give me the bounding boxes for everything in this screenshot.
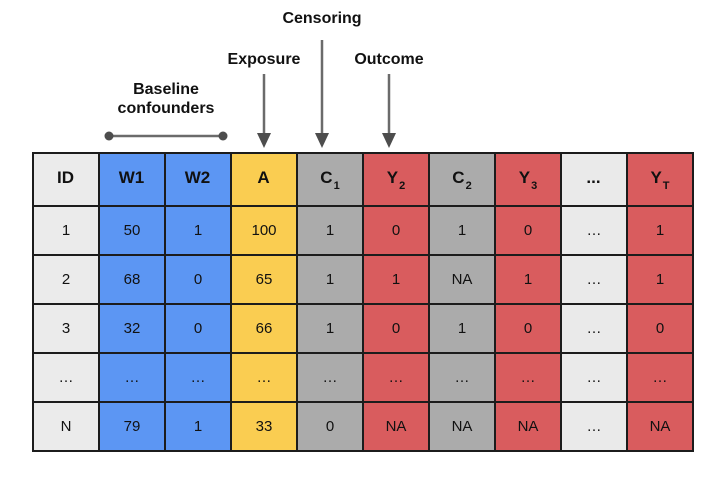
cell: 1: [296, 303, 364, 354]
cell: 1: [164, 205, 232, 256]
cell: 1: [626, 254, 694, 305]
cell: …: [560, 401, 628, 452]
col-header-label: C: [320, 167, 333, 187]
cell: 0: [362, 303, 430, 354]
cell: 0: [362, 205, 430, 256]
cell: …: [230, 352, 298, 403]
col-header-label: Y: [518, 167, 531, 187]
cell: 0: [494, 205, 562, 256]
col-header-label: W1: [118, 167, 145, 187]
cell: 100: [230, 205, 298, 256]
cell: NA: [362, 401, 430, 452]
outcome-arrow: [382, 74, 396, 148]
cell: 66: [230, 303, 298, 354]
cell: NA: [626, 401, 694, 452]
col-header-label: ...: [586, 167, 601, 187]
cell: …: [428, 352, 496, 403]
col-header-label: W2: [184, 167, 211, 187]
exposure-arrow: [257, 74, 271, 148]
cell: NA: [428, 401, 496, 452]
table-row: … … … … … … … … … …: [32, 352, 694, 403]
col-header-c1: C1: [296, 152, 364, 207]
cell: 1: [32, 205, 100, 256]
cell: …: [560, 254, 628, 305]
cell: …: [32, 352, 100, 403]
cell: …: [560, 303, 628, 354]
cell: 0: [626, 303, 694, 354]
cell: 1: [428, 303, 496, 354]
cell: 3: [32, 303, 100, 354]
cell: 1: [296, 205, 364, 256]
cell: 65: [230, 254, 298, 305]
col-header-subscript: 2: [399, 179, 406, 192]
col-header-w2: W2: [164, 152, 232, 207]
cell: 1: [164, 401, 232, 452]
baseline-bracket-line: [104, 131, 228, 141]
col-header-subscript: T: [662, 179, 670, 192]
table-row: 2 68 0 65 1 1 NA 1 … 1: [32, 254, 694, 305]
col-header-c2: C2: [428, 152, 496, 207]
cell: …: [560, 205, 628, 256]
cell: 79: [98, 401, 166, 452]
table-row: N 79 1 33 0 NA NA NA … NA: [32, 401, 694, 452]
cell: 50: [98, 205, 166, 256]
cell: 2: [32, 254, 100, 305]
cell: 0: [164, 254, 232, 305]
cell: 32: [98, 303, 166, 354]
outcome-label: Outcome: [354, 51, 424, 68]
cell: 0: [296, 401, 364, 452]
cell: …: [164, 352, 232, 403]
cell: …: [362, 352, 430, 403]
cell: NA: [428, 254, 496, 305]
col-header-yt: YT: [626, 152, 694, 207]
exposure-label: Exposure: [227, 51, 301, 68]
cell: …: [494, 352, 562, 403]
censoring-arrow: [315, 40, 329, 148]
col-header-subscript: 1: [333, 179, 340, 192]
col-header-w1: W1: [98, 152, 166, 207]
col-header-label: A: [257, 167, 270, 187]
header-row: ID W1 W2 A C1 Y2 C2 Y3 ... YT: [32, 152, 694, 207]
col-header-label: C: [452, 167, 465, 187]
col-header-subscript: 2: [465, 179, 472, 192]
longitudinal-data-table: ID W1 W2 A C1 Y2 C2 Y3 ... YT 1 50 1 100…: [32, 152, 694, 452]
cell: 1: [626, 205, 694, 256]
cell: 0: [164, 303, 232, 354]
cell: NA: [494, 401, 562, 452]
table-row: 1 50 1 100 1 0 1 0 … 1: [32, 205, 694, 256]
baseline-confounders-label: Baseline confounders: [117, 81, 215, 117]
col-header-label: Y: [386, 167, 399, 187]
cell: 1: [296, 254, 364, 305]
cell: 1: [428, 205, 496, 256]
cell: 33: [230, 401, 298, 452]
cell: …: [98, 352, 166, 403]
col-header-subscript: 3: [531, 179, 538, 192]
col-header-id: ID: [32, 152, 100, 207]
cell: …: [560, 352, 628, 403]
col-header-ellipsis: ...: [560, 152, 628, 207]
cell: 1: [494, 254, 562, 305]
cell: 68: [98, 254, 166, 305]
col-header-a: A: [230, 152, 298, 207]
cell: …: [296, 352, 364, 403]
cell: 1: [362, 254, 430, 305]
cell: 0: [494, 303, 562, 354]
col-header-label: Y: [650, 167, 662, 187]
cell: …: [626, 352, 694, 403]
table-row: 3 32 0 66 1 0 1 0 … 0: [32, 303, 694, 354]
col-header-y2: Y2: [362, 152, 430, 207]
col-header-label: ID: [57, 167, 74, 187]
col-header-y3: Y3: [494, 152, 562, 207]
cell: N: [32, 401, 100, 452]
censoring-label: Censoring: [282, 10, 362, 27]
